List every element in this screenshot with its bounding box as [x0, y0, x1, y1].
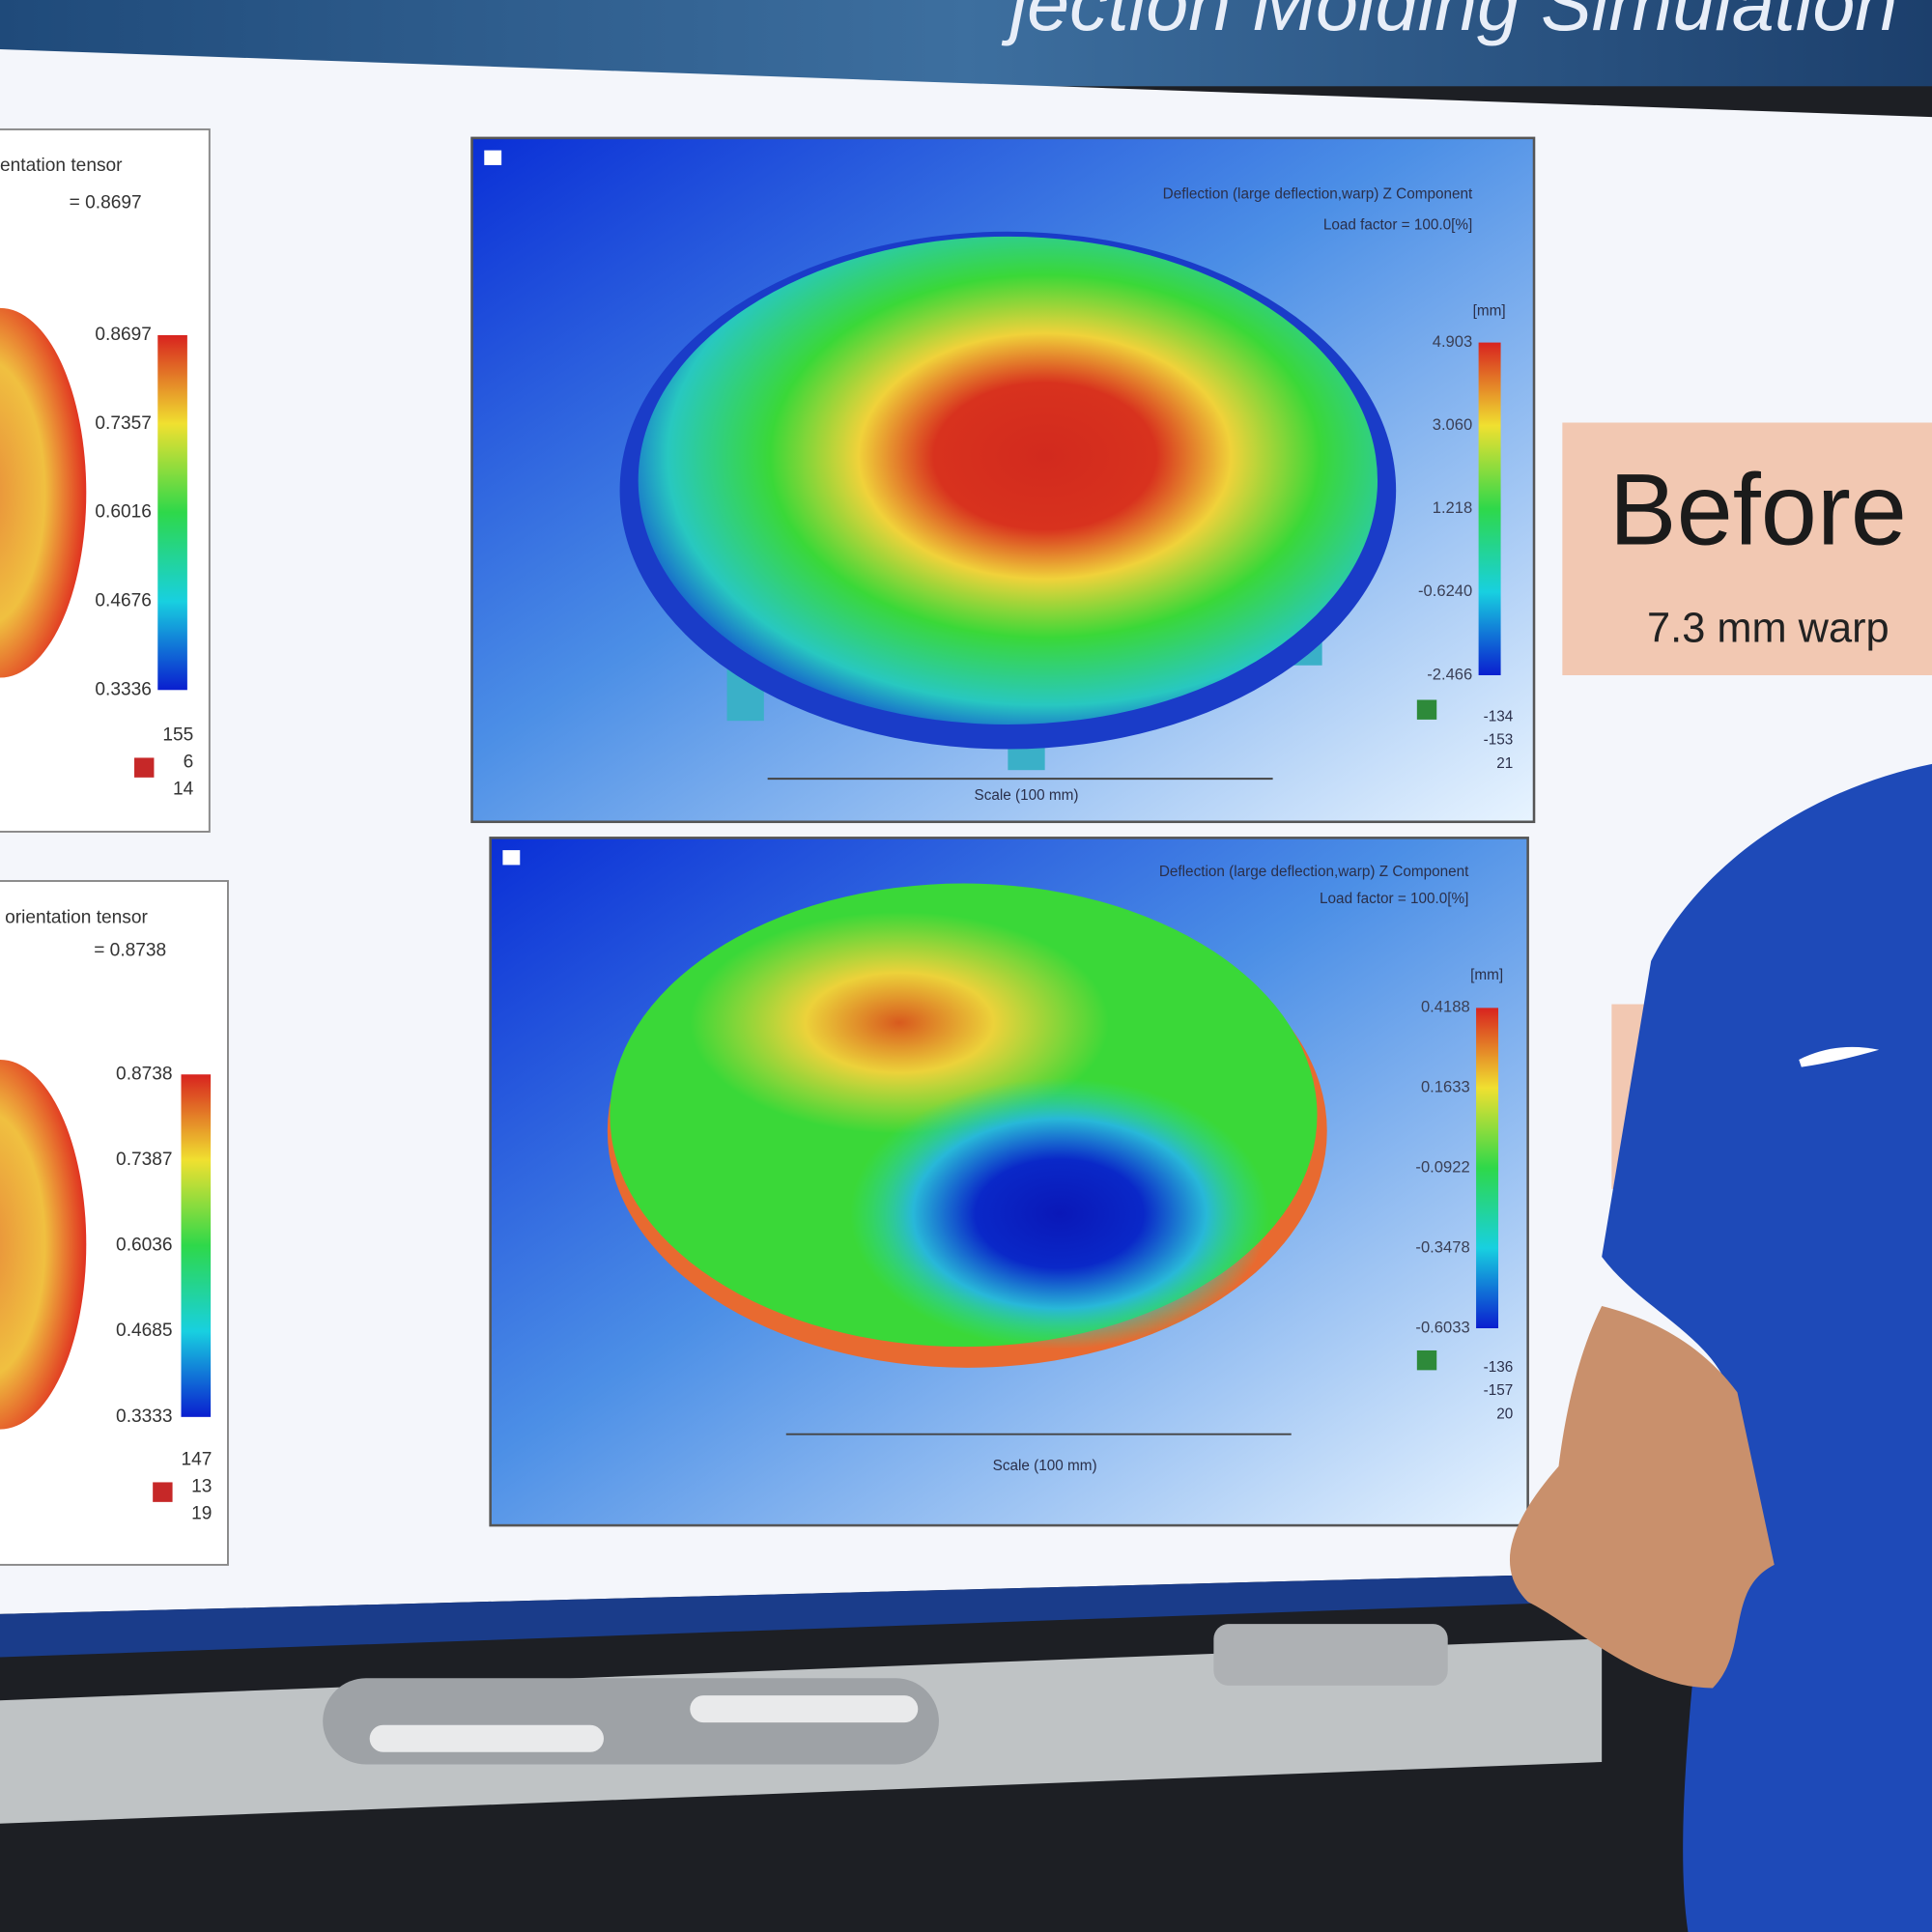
axis-label: 19	[191, 1504, 212, 1524]
scale-label: 0.4676	[95, 590, 152, 611]
cold-spot	[850, 1078, 1269, 1350]
load-factor: Load factor = 100.0[%]	[1320, 891, 1468, 907]
scale-label: 0.3333	[116, 1406, 173, 1427]
scale-label: 0.8697	[95, 325, 152, 345]
scale-label: 0.8738	[116, 1064, 173, 1084]
scale-label: 0.3336	[95, 679, 152, 699]
color-bar	[181, 1074, 212, 1417]
presenter-hands	[1509, 1306, 1775, 1689]
panel-value: = 0.8738	[94, 941, 166, 961]
toolbar-icon	[484, 150, 502, 165]
orientation-part	[0, 307, 87, 678]
result-heading: Deflection (large deflection,warp) Z Com…	[1163, 186, 1473, 203]
scale-label: 0.1633	[1421, 1078, 1470, 1096]
scale-label: -0.6240	[1418, 582, 1472, 600]
axis-label: -153	[1484, 732, 1514, 749]
scale-label: -2.466	[1427, 665, 1472, 683]
before-label: Before	[1609, 453, 1907, 566]
axis-label: 20	[1496, 1406, 1513, 1422]
panel-heading: entation tensor	[0, 156, 123, 176]
scale-label: -0.6033	[1415, 1318, 1469, 1336]
scale-label: 0.4685	[116, 1321, 173, 1341]
scale-label: 0.7357	[95, 413, 152, 434]
result-heading: Deflection (large deflection,warp) Z Com…	[1159, 864, 1469, 880]
pen	[690, 1695, 919, 1723]
axis-label: 14	[173, 780, 194, 800]
scale-label: -0.0922	[1415, 1158, 1469, 1177]
before-note: 7.3 mm warp	[1647, 606, 1889, 652]
color-bar	[1478, 342, 1501, 675]
scale-label: 0.6016	[95, 502, 152, 523]
axis-label: 6	[184, 753, 194, 773]
axis-triad	[1416, 1350, 1437, 1371]
scale-label: 3.060	[1433, 415, 1473, 434]
pen	[369, 1724, 604, 1752]
axis-label: -136	[1484, 1359, 1514, 1376]
slide-title: jection Molding Simulation	[1002, 0, 1898, 46]
plate-heatmap	[638, 236, 1378, 725]
orientation-part	[0, 1059, 87, 1430]
axis-triad	[1416, 699, 1437, 720]
toolbar-icon	[502, 850, 521, 866]
axis-label: 147	[181, 1450, 212, 1470]
axis-triad	[134, 757, 155, 778]
scale-label: 1.218	[1433, 498, 1473, 517]
color-bar	[157, 334, 187, 691]
axis-label: 21	[1496, 755, 1513, 772]
scale-bar-label: Scale (100 mm)	[975, 787, 1079, 804]
speaker	[1213, 1624, 1448, 1686]
unit-label: [mm]	[1470, 967, 1503, 983]
axis-label: -134	[1484, 708, 1514, 724]
unit-label: [mm]	[1473, 303, 1506, 320]
panel-heading: orientation tensor	[5, 907, 148, 927]
axis-label: 155	[162, 725, 193, 746]
axis-triad	[153, 1482, 173, 1502]
axis-label: -157	[1484, 1382, 1514, 1399]
scale-label: 0.4188	[1421, 998, 1470, 1016]
color-bar	[1476, 1008, 1499, 1328]
shirt-logo	[1799, 1046, 1880, 1067]
scale-bar-label: Scale (100 mm)	[993, 1458, 1097, 1474]
before-box	[1562, 422, 1932, 675]
scale-label: 0.6036	[116, 1236, 173, 1256]
hot-spot	[690, 911, 1109, 1134]
screen-edge	[0, 1564, 1932, 1658]
scale-label: 4.903	[1433, 332, 1473, 351]
axis-label: 13	[191, 1477, 212, 1497]
scale-label: -0.3478	[1415, 1237, 1469, 1256]
panel-value: = 0.8697	[70, 193, 142, 213]
panels: entation tensor = 0.8697 0.8697 0.7357 0.601…	[0, 128, 1536, 1566]
load-factor: Load factor = 100.0[%]	[1323, 216, 1472, 233]
scale-label: 0.7387	[116, 1150, 173, 1170]
